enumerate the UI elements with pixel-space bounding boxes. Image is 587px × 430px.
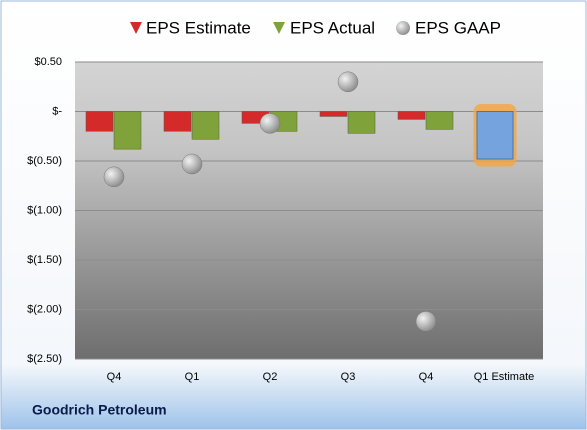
legend-label: EPS GAAP: [415, 18, 501, 37]
legend: EPS Estimate EPS Actual EPS GAAP: [130, 18, 501, 37]
y-tick-label: $(2.50): [27, 353, 62, 365]
legend-marker: [273, 22, 285, 34]
bar: [319, 111, 348, 117]
x-tick-label: Q3: [341, 371, 356, 383]
bar: [476, 111, 514, 160]
bar: [425, 111, 454, 130]
x-tick-label: Q1: [185, 371, 200, 383]
y-tick-label: $(0.50): [27, 155, 62, 167]
y-tick-label: $-: [52, 105, 62, 117]
legend-label: EPS Estimate: [146, 18, 251, 37]
legend-label: EPS Actual: [290, 18, 375, 37]
gaap-point: [415, 311, 437, 332]
footer: Goodrich Petroleum: [32, 402, 167, 418]
bar: [397, 111, 426, 120]
y-tick-label: $(2.00): [27, 303, 62, 315]
y-tick-label: $0.50: [34, 56, 62, 68]
gaap-point: [103, 166, 125, 188]
gaap-point: [337, 71, 359, 93]
y-tick-label: $(1.50): [27, 254, 62, 266]
x-tick-label: Q1 Estimate: [474, 371, 535, 383]
x-tick-label: Q4: [419, 371, 434, 383]
x-tick-label: Q4: [107, 371, 122, 383]
legend-marker: [130, 22, 142, 34]
bar: [113, 111, 142, 150]
y-tick-label: $(1.00): [27, 204, 62, 216]
legend-marker: [396, 21, 410, 35]
bar: [163, 111, 192, 132]
x-tick-label: Q2: [263, 371, 278, 383]
bar: [85, 111, 114, 132]
gaap-point: [181, 153, 203, 175]
bar: [191, 111, 220, 140]
bar: [347, 111, 376, 134]
gaap-point: [259, 113, 281, 134]
